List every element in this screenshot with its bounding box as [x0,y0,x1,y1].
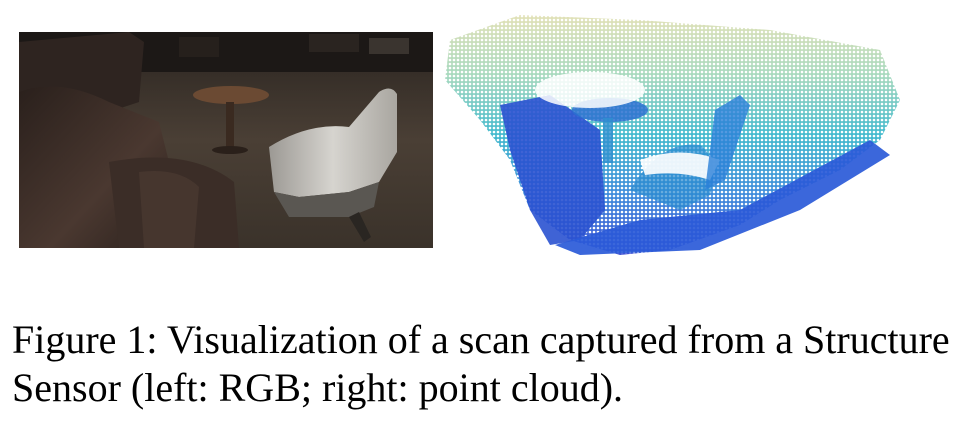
rgb-photo-icon [19,32,433,248]
point-cloud-image [440,10,910,260]
rgb-image [19,32,433,248]
figure-caption: Figure 1: Visualization of a scan captur… [12,317,950,410]
point-cloud-icon [445,15,900,255]
